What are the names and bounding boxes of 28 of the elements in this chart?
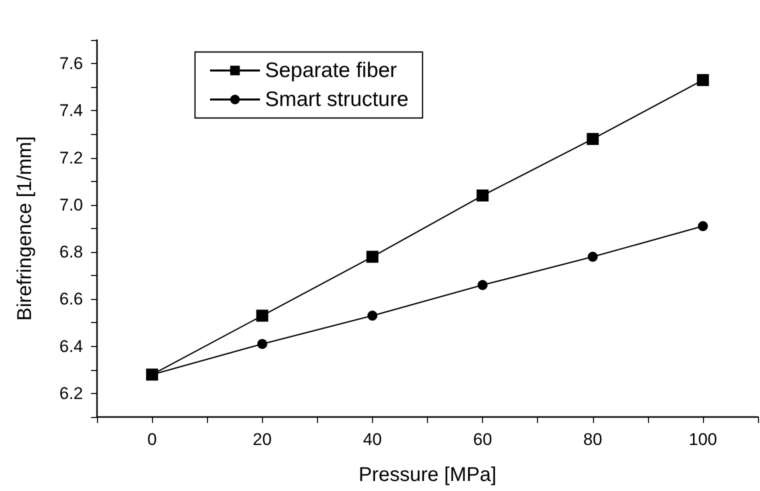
x-tick-label: 20 xyxy=(252,430,272,449)
point xyxy=(586,132,599,145)
point xyxy=(696,74,709,86)
y-tick-label: 6.6 xyxy=(59,290,83,309)
x-tick-label: 40 xyxy=(362,430,382,449)
x-tick-label: 60 xyxy=(473,430,492,449)
point xyxy=(367,310,378,321)
x-axis-title: Pressure [MPa] xyxy=(358,464,496,486)
y-tick-label: 6.2 xyxy=(59,384,83,403)
x-tick-label: 80 xyxy=(583,430,602,449)
y-tick-label: 7.0 xyxy=(59,195,83,214)
y-axis-title: Birefringence [1/mm] xyxy=(14,136,36,321)
y-tick-label: 7.4 xyxy=(59,101,83,120)
legend-label: Smart structure xyxy=(265,88,409,111)
y-tick-label: 7.2 xyxy=(59,148,83,168)
legend-label: Separate fiber xyxy=(265,59,397,82)
point xyxy=(478,280,488,290)
y-tick-label: 6.4 xyxy=(59,336,83,356)
x-tick-label: 100 xyxy=(688,430,718,449)
point xyxy=(256,310,268,322)
point xyxy=(366,250,378,263)
point xyxy=(257,338,268,349)
point xyxy=(698,221,708,232)
x-tick-label: 0 xyxy=(147,430,157,449)
point xyxy=(476,190,489,202)
point xyxy=(588,252,598,262)
y-tick-label: 7.6 xyxy=(59,54,83,74)
y-tick-label: 6.8 xyxy=(59,242,83,262)
